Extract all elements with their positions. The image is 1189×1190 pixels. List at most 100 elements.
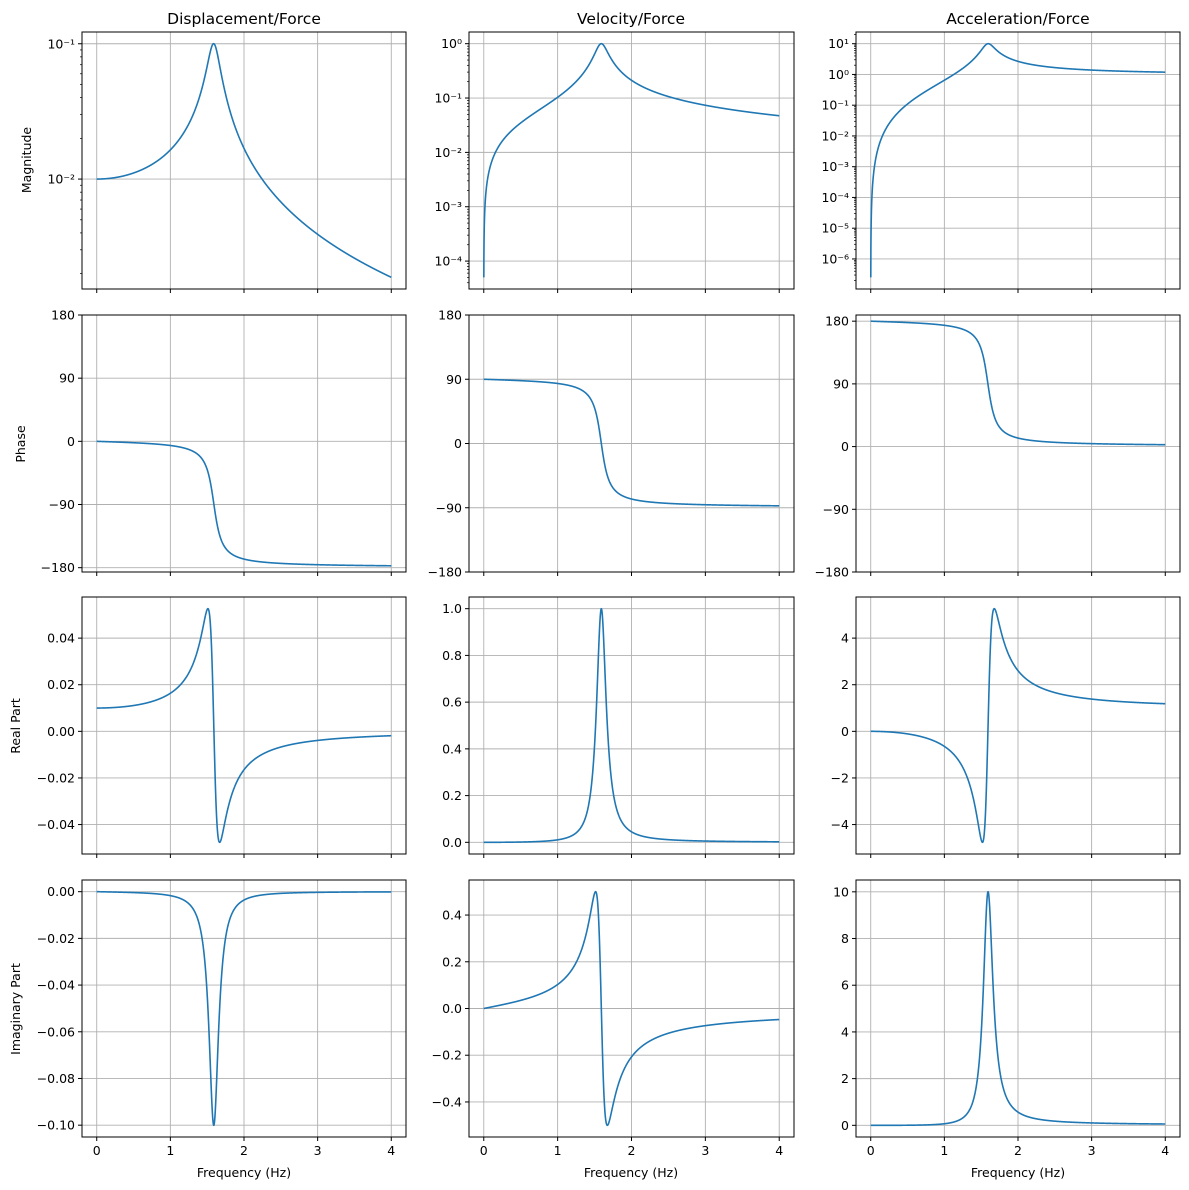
y-tick-label: −0.02 bbox=[37, 770, 75, 785]
panel-velocity-magnitude: 10⁻⁴ 10⁻³ 10⁻² 10⁻¹ 10⁰ bbox=[434, 31, 795, 293]
panel-displacement-real: −0.04 −0.02 0.00 0.02 0.04 bbox=[37, 596, 407, 858]
y-tick-label: 10⁰ bbox=[441, 36, 462, 51]
y-tick-label: 0.0 bbox=[442, 1001, 462, 1016]
y-tick-label: −180 bbox=[815, 565, 849, 580]
y-tick-label: −90 bbox=[436, 500, 462, 515]
curve-velocity-magnitude bbox=[483, 42, 780, 278]
y-tick-label: 180 bbox=[438, 308, 462, 323]
y-tick-label: 10⁻⁴ bbox=[821, 190, 849, 205]
y-tick-label: 90 bbox=[446, 372, 462, 387]
axes-frame bbox=[468, 879, 795, 1138]
ylabel-imaginary-part: Imaginary Part bbox=[8, 963, 23, 1055]
y-tick-label: 0.00 bbox=[47, 884, 75, 899]
y-tick-label: 0 bbox=[841, 724, 849, 739]
x-tick-label: 4 bbox=[1161, 1143, 1169, 1158]
axes-frame bbox=[81, 314, 407, 573]
y-tick-label: 0 bbox=[841, 1118, 849, 1133]
xlabel-col3: Frequency (Hz) bbox=[971, 1165, 1065, 1180]
y-tick-label: 10⁰ bbox=[828, 67, 849, 82]
curve-displacement-magnitude bbox=[95, 42, 393, 279]
xlabel-col1: Frequency (Hz) bbox=[197, 1165, 291, 1180]
panel-displacement-phase: −180 −90 0 90 180 bbox=[41, 308, 407, 576]
y-tick-label: 10⁻¹ bbox=[434, 91, 462, 106]
y-tick-label: 0.00 bbox=[47, 724, 75, 739]
y-tick-label: 0 bbox=[841, 439, 849, 454]
y-tick-label: 90 bbox=[833, 376, 849, 391]
y-tick-label: −90 bbox=[49, 497, 75, 512]
y-tick-label: 0.8 bbox=[442, 648, 462, 663]
axes-frame bbox=[468, 314, 795, 573]
y-tick-label: 0.4 bbox=[442, 908, 462, 923]
y-tick-label: 10⁻⁵ bbox=[821, 221, 849, 236]
curve-acceleration-real bbox=[869, 607, 1167, 844]
y-tick-label: 0 bbox=[454, 436, 462, 451]
axes-frame bbox=[468, 31, 795, 290]
panel-displacement-imag: 0 1 2 3 4 −0.10 −0.08 −0.06 −0.04 −0.02 0.00 bbox=[37, 879, 407, 1158]
panel-velocity-phase: −180 −90 0 90 180 bbox=[428, 308, 795, 580]
y-tick-label: 0.0 bbox=[442, 835, 462, 850]
axes-frame bbox=[855, 31, 1181, 290]
x-tick-label: 2 bbox=[1014, 1143, 1022, 1158]
x-tick-label: 1 bbox=[554, 1143, 562, 1158]
x-tick-label: 1 bbox=[166, 1143, 174, 1158]
y-tick-label: 0.2 bbox=[442, 954, 462, 969]
x-tick-label: 3 bbox=[314, 1143, 322, 1158]
panel-acceleration-imag: 0 1 2 3 4 0 2 4 6 8 10 bbox=[833, 879, 1181, 1158]
x-tick-label: 0 bbox=[93, 1143, 101, 1158]
y-tick-label: 180 bbox=[825, 314, 849, 329]
y-tick-label: −0.4 bbox=[432, 1094, 462, 1109]
x-tick-label: 0 bbox=[480, 1143, 488, 1158]
y-tick-label: 0.02 bbox=[47, 677, 75, 692]
x-tick-label: 4 bbox=[387, 1143, 395, 1158]
axes-frame bbox=[855, 596, 1181, 855]
panel-acceleration-phase: −180 −90 0 90 180 bbox=[815, 314, 1181, 580]
axes-frame bbox=[468, 596, 795, 855]
y-tick-label: 10⁻⁶ bbox=[821, 251, 849, 266]
ylabel-real-part: Real Part bbox=[8, 698, 23, 754]
y-tick-label: 1.0 bbox=[442, 601, 462, 616]
y-tick-label: −4 bbox=[831, 817, 849, 832]
y-tick-label: 10⁻¹ bbox=[821, 98, 849, 113]
title-velocity-force: Velocity/Force bbox=[577, 10, 685, 28]
curve-acceleration-imag bbox=[869, 890, 1167, 1127]
ylabel-phase: Phase bbox=[13, 425, 28, 463]
y-tick-label: 4 bbox=[841, 1024, 849, 1039]
y-tick-label: −0.04 bbox=[37, 817, 75, 832]
axes-frame bbox=[81, 879, 407, 1138]
y-tick-label: 10⁻² bbox=[434, 145, 462, 160]
y-tick-label: 10⁻² bbox=[821, 128, 849, 143]
y-tick-label: 10 bbox=[833, 884, 849, 899]
y-tick-label: −0.08 bbox=[37, 1071, 75, 1086]
axes-frame bbox=[81, 596, 407, 855]
y-tick-label: 0.04 bbox=[47, 631, 75, 646]
curve-velocity-phase bbox=[483, 378, 780, 507]
y-tick-label: 4 bbox=[841, 631, 849, 646]
panel-velocity-imag: 0 1 2 3 4 −0.4 −0.2 0.0 0.2 0.4 bbox=[432, 879, 795, 1158]
curve-displacement-real bbox=[95, 607, 393, 844]
xlabel-col2: Frequency (Hz) bbox=[584, 1165, 678, 1180]
axes-frame bbox=[855, 879, 1181, 1138]
curve-displacement-imag bbox=[95, 890, 393, 1127]
x-tick-label: 3 bbox=[701, 1143, 709, 1158]
y-tick-label: −2 bbox=[831, 770, 849, 785]
panel-acceleration-magnitude: 10⁻⁶ 10⁻⁵ 10⁻⁴ 10⁻³ 10⁻² 10⁻¹ 10⁰ 10¹ bbox=[821, 31, 1181, 293]
x-tick-label: 2 bbox=[240, 1143, 248, 1158]
x-tick-label: 2 bbox=[628, 1143, 636, 1158]
y-tick-label: 0 bbox=[67, 434, 75, 449]
y-tick-label: 0.6 bbox=[442, 695, 462, 710]
y-tick-label: 0.2 bbox=[442, 788, 462, 803]
curve-acceleration-magnitude bbox=[869, 42, 1167, 278]
title-displacement-force: Displacement/Force bbox=[167, 10, 321, 28]
y-tick-label: 10⁻³ bbox=[434, 199, 462, 214]
curve-acceleration-phase bbox=[869, 320, 1167, 446]
y-tick-label: −180 bbox=[41, 560, 75, 575]
x-tick-label: 3 bbox=[1088, 1143, 1096, 1158]
y-tick-label: 2 bbox=[841, 1071, 849, 1086]
y-tick-label: −0.10 bbox=[37, 1118, 75, 1133]
y-tick-label: −90 bbox=[823, 502, 849, 517]
panel-velocity-real: 0.0 0.2 0.4 0.6 0.8 1.0 bbox=[442, 596, 795, 858]
axes-frame bbox=[81, 31, 407, 290]
curve-velocity-imag bbox=[483, 890, 780, 1127]
title-acceleration-force: Acceleration/Force bbox=[946, 10, 1089, 28]
